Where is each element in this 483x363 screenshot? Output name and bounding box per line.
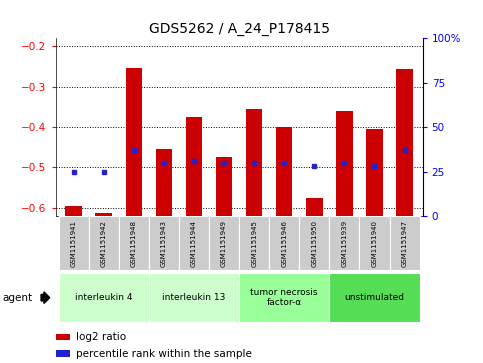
Bar [149, 216, 179, 270]
Bar [149, 273, 239, 322]
Bar [329, 216, 359, 270]
Text: GSM1151949: GSM1151949 [221, 220, 227, 267]
Bar [56, 350, 70, 357]
Text: agent: agent [2, 293, 32, 303]
Bar [58, 273, 149, 322]
Bar [185, 117, 202, 216]
Bar [65, 206, 82, 216]
Text: GSM1151939: GSM1151939 [341, 220, 347, 267]
Bar [119, 216, 149, 270]
Text: interleukin 13: interleukin 13 [162, 293, 226, 302]
Text: GSM1151946: GSM1151946 [281, 220, 287, 267]
Bar [156, 149, 172, 216]
Text: log2 ratio: log2 ratio [76, 332, 126, 342]
Text: GSM1151943: GSM1151943 [161, 220, 167, 267]
Bar [359, 216, 389, 270]
Text: GSM1151947: GSM1151947 [401, 220, 408, 267]
Bar [299, 216, 329, 270]
Bar [366, 129, 383, 216]
Bar [276, 127, 293, 216]
Title: GDS5262 / A_24_P178415: GDS5262 / A_24_P178415 [149, 22, 329, 36]
Bar [239, 216, 269, 270]
Bar [239, 273, 329, 322]
Text: tumor necrosis
factor-α: tumor necrosis factor-α [251, 288, 318, 307]
Bar [126, 69, 142, 216]
Bar [56, 334, 70, 340]
Text: percentile rank within the sample: percentile rank within the sample [76, 348, 252, 359]
Bar [389, 216, 420, 270]
Bar [306, 198, 323, 216]
Bar [329, 273, 420, 322]
Text: GSM1151941: GSM1151941 [71, 220, 77, 267]
Bar [216, 158, 232, 216]
Bar [246, 109, 262, 216]
Text: GSM1151948: GSM1151948 [131, 220, 137, 267]
Bar [179, 216, 209, 270]
Text: GSM1151944: GSM1151944 [191, 220, 197, 267]
Bar [209, 216, 239, 270]
Text: interleukin 4: interleukin 4 [75, 293, 132, 302]
Text: unstimulated: unstimulated [344, 293, 404, 302]
Text: GSM1151950: GSM1151950 [312, 220, 317, 267]
Bar [269, 216, 299, 270]
Text: GSM1151940: GSM1151940 [371, 220, 378, 267]
Bar [96, 213, 112, 216]
Bar [58, 216, 89, 270]
Text: GSM1151945: GSM1151945 [251, 220, 257, 267]
Bar [89, 216, 119, 270]
Bar [336, 111, 353, 216]
Text: GSM1151942: GSM1151942 [100, 220, 107, 267]
Bar [396, 69, 413, 216]
